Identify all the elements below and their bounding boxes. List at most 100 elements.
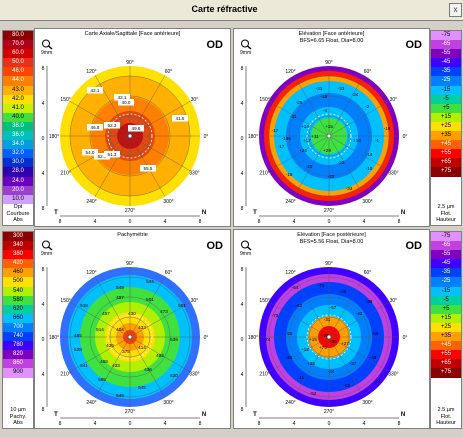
- map-value: 51.3: [108, 152, 117, 157]
- anterior-elevation-panel[interactable]: 90° 270° 180° 0° 120° 60° 240° 300° 150° 30° 210° 3…: [233, 28, 430, 227]
- map-value: 457: [102, 311, 110, 316]
- legend-row: +5: [431, 304, 461, 314]
- scale-y-label: 4: [42, 372, 45, 378]
- map-value: -11: [298, 375, 305, 380]
- axial-map-panel[interactable]: 90° 270° 180° 0° 120° 60° 240° 300° 150° 30° 210° 3…: [34, 28, 231, 227]
- posterior-elevation-panel[interactable]: 90° 270° 180° 0° 120° 60° 240° 300° 150° 30° 210° 3…: [233, 229, 430, 429]
- legend-row: 420: [3, 259, 33, 269]
- legend-row: 900: [3, 368, 33, 378]
- legend-row: +55: [431, 149, 461, 159]
- zoom-icon[interactable]: 9mm: [240, 39, 254, 56]
- scale-x-label: 8: [59, 219, 62, 225]
- scale-y-label: 8: [42, 407, 45, 413]
- map-value: 514: [96, 327, 104, 332]
- map-value: 52.9: [98, 154, 107, 159]
- axis-nasal-label: N: [202, 210, 206, 216]
- close-button[interactable]: x: [449, 3, 462, 17]
- axis-nasal-label: N: [401, 412, 405, 418]
- legend-row: 300: [3, 232, 33, 242]
- zoom-icon[interactable]: 9mm: [41, 39, 55, 56]
- legend-unit-label: Flot.: [440, 413, 452, 420]
- legend-row: 24.0: [3, 176, 33, 186]
- map-value: +15: [309, 337, 317, 342]
- legend-row: +75: [431, 167, 461, 177]
- legend-row: -35: [431, 268, 461, 278]
- eye-label: OD: [405, 240, 423, 252]
- legend-row: +45: [431, 140, 461, 150]
- value-label-bg: [104, 122, 120, 129]
- legend-row: -5: [431, 94, 461, 104]
- map-value: 54.0: [86, 150, 95, 155]
- legend-row: -55: [431, 49, 461, 59]
- scale-x-label: 0: [328, 219, 331, 225]
- scale-y-label: 8: [241, 267, 244, 273]
- map-value: -33: [338, 86, 345, 91]
- angle-label-left: 180°: [49, 335, 59, 341]
- legend-row: +35: [431, 332, 461, 342]
- angle-label-br: 300°: [163, 199, 173, 205]
- axis-temporal-label: T: [253, 210, 257, 216]
- map-value: -74: [264, 337, 271, 342]
- legend-unit-label: 2.5 µm: [437, 407, 455, 414]
- map-value: 49.6: [132, 126, 141, 131]
- legend-row: 44.0: [3, 76, 33, 86]
- map-value: -52: [310, 391, 317, 396]
- zoom-icon[interactable]: 9mm: [41, 240, 55, 257]
- zoom-label: 9mm: [41, 251, 53, 257]
- legend-row: -75: [431, 31, 461, 41]
- angle-label-tl2: 150°: [259, 97, 269, 103]
- legend-elevation-anterior: -75 -65 -55 -45 -35 -25 -15 -5 +5 +15 +25 +35 +45 +55…: [430, 30, 462, 226]
- pachymetry-panel[interactable]: 90° 270° 180° 0° 120° 60° 240° 300° 150° 30° 210° 3…: [34, 229, 231, 429]
- map-value: 41.5: [176, 116, 185, 121]
- apex-marker: [326, 334, 332, 340]
- value-label-bg: [87, 124, 103, 131]
- map-value: -62: [296, 303, 303, 308]
- scale-x-label: 0: [129, 219, 132, 225]
- angle-label-tl: 120°: [86, 270, 96, 276]
- scale-y-label: 8: [241, 66, 244, 72]
- axis-temporal-label: T: [54, 210, 58, 216]
- axis-nasal-label: N: [202, 412, 206, 418]
- map-value: -42: [356, 311, 363, 316]
- map-value: -20: [306, 164, 313, 169]
- value-label-bg: [172, 115, 188, 122]
- window-titlebar: Carte réfractive x: [0, 0, 463, 21]
- legend-row: 460: [3, 268, 33, 278]
- legend-row: 46.0: [3, 67, 33, 77]
- angle-label-top: 90°: [325, 60, 333, 66]
- map-value: -24: [352, 92, 359, 97]
- map-value: +25: [321, 333, 329, 338]
- angle-label-br2: 330°: [388, 372, 398, 378]
- scale-x-label: 4: [293, 421, 296, 427]
- panel-title: Pachymétrie: [117, 232, 148, 238]
- scale-y-label: 4: [241, 101, 244, 107]
- map-value: 436: [144, 367, 152, 372]
- scale-y-label: 0: [241, 136, 244, 142]
- zoom-icon[interactable]: 9mm: [240, 240, 254, 257]
- legend-row: 540: [3, 286, 33, 296]
- map-value: -37: [350, 361, 357, 366]
- legend-row: +65: [431, 359, 461, 369]
- value-label-bg: [94, 153, 110, 160]
- angle-label-tr: 60°: [364, 69, 372, 75]
- map-value: 414: [138, 345, 146, 350]
- legend-unit-label: Dpt: [13, 204, 23, 211]
- legend-pachymetry: 300 340 380 420 460 500 540 580 620 660 700 740 780 8…: [2, 231, 34, 429]
- scale-x-label: 4: [94, 219, 97, 225]
- legend-row: 50.0: [3, 58, 33, 68]
- angle-label-bl: 240°: [86, 199, 96, 205]
- scale-x-label: 8: [199, 421, 202, 427]
- angle-label-tl: 120°: [285, 270, 295, 276]
- legend-units: 2.5 µm Flot. Hauteur: [431, 204, 461, 225]
- legend-row: 80.0: [3, 31, 33, 41]
- map-value: 497: [116, 295, 124, 300]
- map-value: -48: [370, 355, 377, 360]
- panel-title: Elévation [Face antérieure]: [298, 31, 365, 37]
- map-value: -22: [338, 160, 345, 165]
- map-value: -34: [374, 379, 381, 384]
- legend-row: 28.0: [3, 167, 33, 177]
- legend-unit-label: Pachy.: [9, 413, 27, 420]
- angle-label-br2: 330°: [388, 171, 398, 177]
- map-value: 55.5: [144, 166, 153, 171]
- map-value: -14: [366, 152, 373, 157]
